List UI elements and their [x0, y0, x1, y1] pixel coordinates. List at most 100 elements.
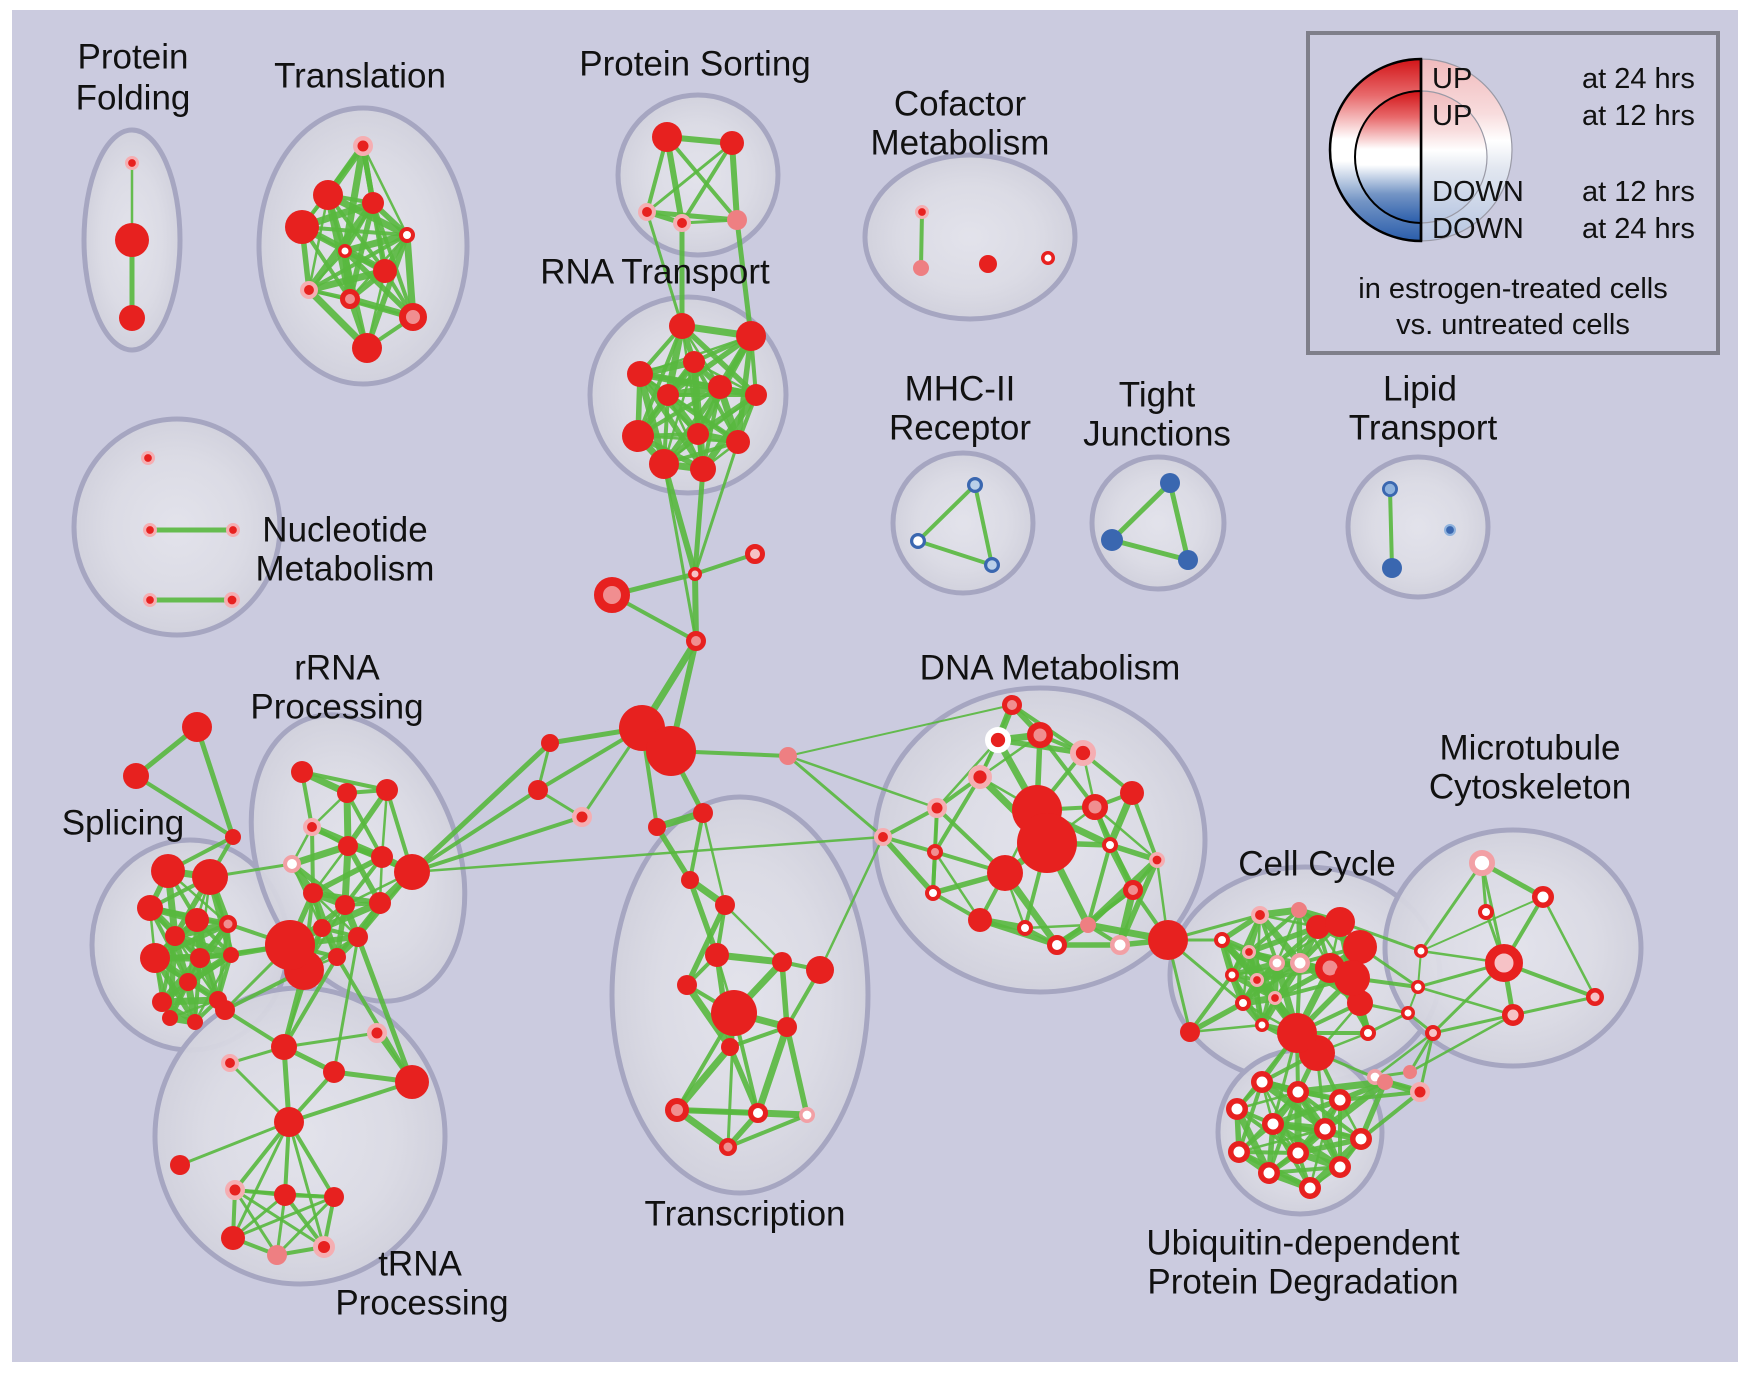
network-edge: [282, 1031, 379, 1049]
network-node-protein-folding: [119, 305, 145, 331]
network-edge: [1321, 1078, 1389, 1133]
network-node-rrna-processing: [369, 892, 391, 914]
network-node-dna-metabolism: [874, 828, 893, 847]
cluster-label-cell-cycle: Cell Cycle: [1238, 845, 1396, 884]
network-node-trna-processing: [271, 1034, 297, 1060]
network-node-central-chain: [688, 567, 702, 581]
network-link-edge: [818, 835, 885, 972]
network-node-dna-metabolism: [1123, 880, 1143, 900]
network-edge: [684, 902, 728, 988]
network-node-cofactor-metabolism: [979, 255, 997, 273]
network-node-dna-metabolism: [1148, 920, 1188, 960]
network-edge: [305, 267, 389, 294]
network-node-transcription: [777, 1017, 797, 1037]
network-edge: [342, 248, 416, 320]
network-node-microtubule-cytoskeleton: [1403, 1065, 1417, 1079]
network-node-mhc-ii-receptor: [966, 477, 983, 494]
network-node-splicing: [152, 992, 172, 1012]
cluster-label-ubiquitin-degradation: Protein Degradation: [1147, 1263, 1458, 1302]
network-node-rna-transport: [683, 351, 705, 373]
cluster-label-trna-processing: Processing: [335, 1284, 508, 1323]
network-link-edge: [410, 815, 584, 874]
cluster-label-mhc-ii-receptor: Receptor: [889, 409, 1031, 448]
network-node-rna-transport: [690, 456, 716, 482]
network-node-tight-junctions: [1178, 550, 1198, 570]
network-node-protein-sorting: [638, 202, 657, 221]
network-edge: [1247, 908, 1301, 954]
network-node-rrna-processing: [282, 855, 301, 874]
network-node-mhc-ii-receptor: [909, 532, 926, 549]
network-node-cell-cycle: [1269, 954, 1286, 971]
network-node-trna-processing: [215, 1000, 235, 1020]
network-node-rna-transport: [736, 321, 766, 351]
network-edge: [1109, 537, 1191, 563]
network-node-lipid-transport: [1382, 480, 1399, 497]
network-node-rna-transport: [687, 423, 709, 445]
network-node-cell-cycle: [1235, 995, 1251, 1011]
network-node-cell-cycle: [1291, 902, 1307, 918]
network-node-cell-cycle: [1277, 1013, 1317, 1053]
network-node-protein-sorting: [727, 210, 747, 230]
network-node-trna-processing: [313, 1235, 336, 1258]
network-edge: [178, 1120, 291, 1167]
network-node-rrna-processing: [335, 895, 355, 915]
network-edge: [692, 571, 699, 644]
network-node-trna-processing: [220, 1054, 239, 1073]
network-node-translation: [399, 227, 415, 243]
network-edge: [1294, 1078, 1389, 1096]
network-node-ubiquitin-degradation: [1329, 1089, 1351, 1111]
network-edge: [645, 141, 734, 214]
network-node-cell-cycle: [1306, 915, 1330, 939]
legend-time-label-0: at 24 hrs: [1582, 63, 1695, 95]
network-link-edge: [786, 754, 885, 839]
network-edge: [1084, 856, 1161, 929]
cluster-bubble-trna-processing: [152, 985, 448, 1287]
cluster-bubble-mhc-ii-receptor: [890, 450, 1036, 596]
network-link-edge: [1418, 1031, 1435, 1094]
network-edge: [675, 1108, 760, 1115]
network-node-cell-cycle: [1290, 953, 1310, 973]
network-node-trna-processing: [170, 1155, 190, 1175]
network-node-transcription: [748, 1103, 768, 1123]
network-node-translation: [362, 192, 384, 214]
network-node-rna-transport: [726, 430, 750, 454]
network-node-dna-metabolism: [1110, 935, 1130, 955]
network-node-tight-junctions: [1101, 529, 1123, 551]
network-edge: [727, 1044, 761, 1116]
cluster-bubble-lipid-transport: [1345, 454, 1491, 600]
network-node-splicing: [151, 854, 185, 888]
network-node-splicing: [140, 943, 170, 973]
network-edge: [1541, 895, 1597, 999]
network-node-mhc-ii-receptor: [983, 556, 1000, 573]
network-node-rrna-processing: [371, 846, 393, 868]
network-node-trna-processing: [395, 1065, 429, 1099]
legend-footer-line-0: in estrogen-treated cells: [1358, 273, 1668, 305]
network-node-trna-processing: [225, 1180, 245, 1200]
network-node-cofactor-metabolism: [913, 260, 929, 276]
network-node-splicing: [192, 859, 228, 895]
network-edge: [688, 811, 705, 882]
network-node-rrna-processing: [394, 854, 430, 890]
cluster-label-microtubule-cytoskeleton: Microtubule: [1440, 729, 1621, 768]
network-node-rna-transport: [669, 313, 695, 339]
network-node-splicing: [179, 973, 197, 991]
network-edge: [1241, 961, 1302, 1005]
network-node-transcription: [806, 956, 834, 984]
network-edge: [1511, 995, 1597, 1017]
network-edge: [1431, 1013, 1515, 1035]
network-node-dna-metabolism: [1080, 917, 1096, 933]
network-edge: [345, 787, 390, 849]
network-link-edge: [409, 740, 553, 875]
network-node-rna-transport: [622, 420, 654, 452]
network-node-cell-cycle: [1347, 990, 1373, 1016]
network-node-central-chain: [528, 780, 548, 800]
network-node-translation: [338, 244, 352, 258]
network-node-ubiquitin-degradation: [1410, 1082, 1430, 1102]
network-link-edge: [645, 210, 684, 328]
network-node-microtubule-cytoskeleton: [1411, 980, 1425, 994]
network-node-dna-metabolism: [1120, 781, 1144, 805]
cluster-label-nucleotide-metabolism: Metabolism: [256, 550, 435, 589]
cluster-label-splicing: Splicing: [62, 804, 185, 843]
network-node-transcription: [798, 1107, 815, 1124]
network-edge: [1167, 480, 1191, 563]
